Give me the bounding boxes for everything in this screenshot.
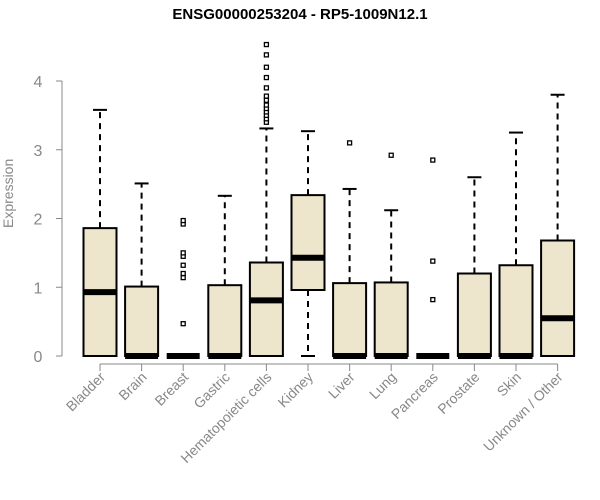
x-tick-label: Bladder bbox=[63, 369, 109, 415]
outlier-point bbox=[346, 140, 353, 146]
y-tick-label: 1 bbox=[34, 280, 43, 297]
box bbox=[207, 284, 243, 357]
outlier-point bbox=[263, 85, 270, 91]
x-tick-label: Unknown / Other bbox=[480, 369, 566, 455]
outlier-point bbox=[263, 74, 270, 81]
y-tick-label: 0 bbox=[34, 349, 43, 366]
box bbox=[124, 285, 160, 357]
box bbox=[498, 264, 534, 357]
box bbox=[456, 272, 492, 357]
y-tick-label: 3 bbox=[34, 143, 43, 160]
outlier-point bbox=[263, 97, 270, 103]
outlier-point bbox=[180, 250, 186, 256]
x-tick-label: Skin bbox=[494, 369, 525, 400]
outlier-point bbox=[180, 217, 186, 224]
x-tick-label: Breast bbox=[151, 369, 191, 409]
chart-title: ENSG00000253204 - RP5-1009N12.1 bbox=[172, 6, 428, 23]
x-tick-label: Brain bbox=[115, 369, 149, 403]
x-tick-label: Kidney bbox=[275, 369, 317, 411]
outlier-point bbox=[430, 258, 436, 264]
box bbox=[248, 261, 284, 357]
y-tick-label: 2 bbox=[34, 212, 43, 229]
outlier-point bbox=[263, 41, 270, 48]
box bbox=[540, 239, 576, 357]
outlier-point bbox=[263, 93, 270, 99]
x-tick-label: Prostate bbox=[434, 369, 482, 417]
x-tick-label: Lung bbox=[366, 369, 399, 402]
outlier-point bbox=[263, 64, 270, 70]
outlier-point bbox=[430, 157, 436, 163]
outlier-point bbox=[430, 296, 436, 303]
outlier-point bbox=[263, 52, 270, 58]
outlier-point bbox=[180, 274, 186, 281]
x-tick-label: Liver bbox=[325, 369, 358, 402]
box bbox=[373, 281, 409, 357]
outlier-point bbox=[388, 152, 394, 158]
outlier-point bbox=[180, 321, 186, 327]
outlier-point bbox=[180, 270, 186, 277]
y-tick-label: 4 bbox=[34, 74, 43, 91]
outlier-point bbox=[263, 102, 270, 108]
box bbox=[332, 282, 368, 357]
outlier-point bbox=[180, 262, 186, 268]
box bbox=[290, 194, 326, 291]
